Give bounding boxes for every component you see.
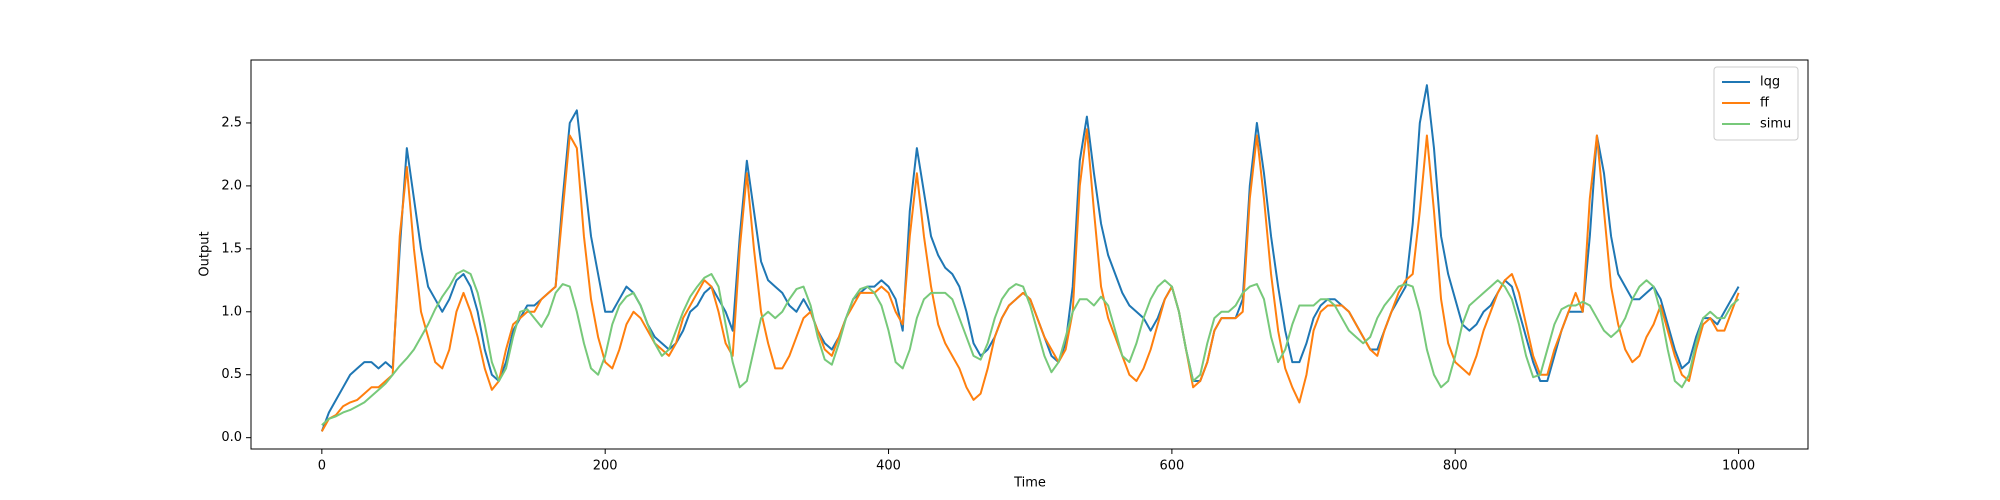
y-axis-label: Output	[198, 231, 213, 276]
x-axis-label: Time	[1013, 476, 1046, 491]
x-tick-label: 200	[593, 459, 618, 474]
x-tick-label: 1000	[1722, 459, 1755, 474]
legend-label: lqg	[1760, 75, 1780, 90]
line-series	[321, 269, 1740, 426]
y-tick-label: 0.5	[221, 367, 242, 382]
y-tick-label: 1.5	[221, 241, 242, 256]
x-tick-label: 600	[1159, 459, 1184, 474]
y-tick-label: 2.5	[221, 115, 242, 130]
y-tick-label: 1.0	[221, 304, 242, 319]
legend-label: simu	[1760, 117, 1791, 132]
x-tick-label: 400	[876, 459, 901, 474]
line-series	[320, 84, 1740, 432]
line-series	[320, 128, 1740, 432]
x-tick-label: 800	[1443, 459, 1468, 474]
x-tick-label: 0	[318, 459, 326, 474]
plot-frame	[250, 59, 1809, 450]
legend-box	[1713, 66, 1799, 141]
legend-label: ff	[1760, 96, 1770, 111]
y-tick-label: 0.0	[221, 430, 242, 445]
y-tick-label: 2.0	[221, 178, 242, 193]
